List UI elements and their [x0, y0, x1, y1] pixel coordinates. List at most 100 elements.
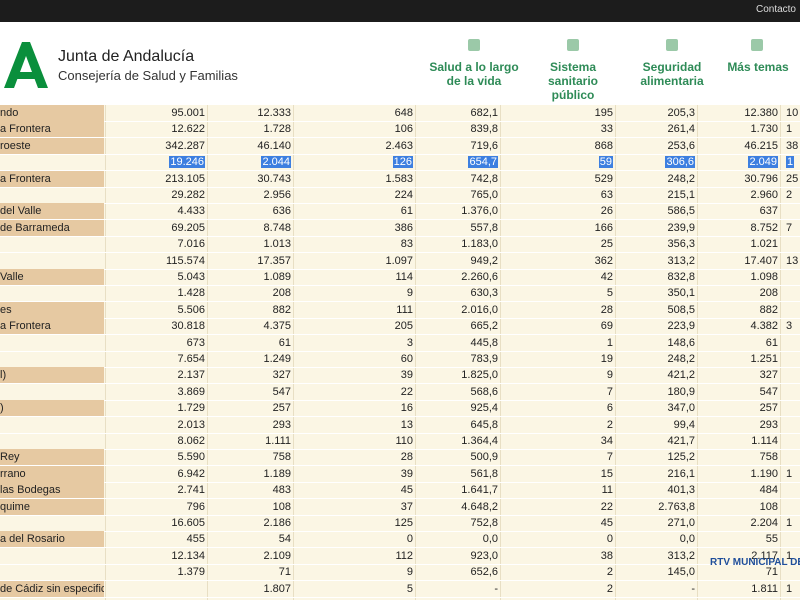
cell-value: 11 [602, 482, 613, 498]
nav-item[interactable]: Más temas [727, 60, 789, 74]
cell-value: 6.942 [177, 466, 205, 482]
cell-value: 1.730 [750, 121, 778, 137]
nav-item[interactable]: Salud a lo largo de la vida [429, 60, 519, 88]
column-separator [415, 105, 416, 600]
data-table: ndo 95.001 12.333 648 682,1 195 205,3 12.380 10 a… [0, 105, 800, 600]
cell-text: 38 [786, 139, 799, 152]
cell-value: 205,3 [667, 105, 695, 121]
cell-text: 45 [400, 484, 413, 497]
cell-text: las Bodegas [0, 484, 61, 497]
cell-value: 17.357 [257, 253, 291, 269]
cell-value: 306,6 [665, 154, 695, 170]
cell-value: 645,8 [470, 417, 498, 433]
cell-text: 205 [394, 320, 413, 333]
cell-value: 223,9 [667, 318, 695, 334]
cell-value: 145,0 [667, 564, 695, 580]
cell-value: 832,8 [667, 269, 695, 285]
row-name: a Frontera [0, 318, 104, 335]
nav-item[interactable]: Sistema sanitario público [547, 60, 598, 102]
cell-text: 12.333 [257, 107, 291, 119]
cell-value: 61 [279, 335, 291, 351]
cell-text: 22 [600, 500, 613, 513]
cell-value: 1.190 [750, 466, 778, 482]
table-row: rrano 6.942 1.189 39 561,8 15 216,1 1.190 1 [0, 465, 800, 483]
cell-value: 568,6 [470, 384, 498, 400]
cell-text: 106 [394, 123, 413, 136]
table-row: a Frontera 30.818 4.375 205 665,2 69 223,9 4.38… [0, 318, 800, 336]
cell-text: 7 [606, 451, 613, 464]
cell-value: 42 [601, 269, 613, 285]
cell-text: 652,6 [470, 566, 498, 579]
cell-text: Valle [0, 271, 24, 283]
column-separator [500, 105, 501, 600]
table-row: es 5.506 882 111 2.016,0 28 508,5 882 [0, 301, 800, 319]
cell-text: 253,6 [667, 139, 695, 152]
cell-text: 923,0 [470, 549, 498, 562]
cell-value: 61 [401, 203, 413, 219]
cell-text: 239,9 [667, 221, 695, 234]
column-separator [615, 105, 616, 600]
table-row: 1.379 71 9 652,6 2 145,0 71 [0, 564, 800, 582]
row-name: a Frontera [0, 121, 104, 138]
cell-value: 1 [607, 335, 613, 351]
cell-value: 30.743 [257, 171, 291, 187]
cell-value: 293 [760, 417, 778, 433]
cell-text: 1.098 [750, 271, 778, 283]
cell-value: 30.796 [744, 171, 778, 187]
cell-value: 882 [760, 302, 778, 318]
cell-text: 111 [396, 303, 413, 316]
cell-text: 350,1 [667, 287, 695, 300]
cell-value: 665,2 [470, 318, 498, 334]
cell-text: 12.622 [171, 123, 205, 136]
cell-text: 362 [594, 254, 613, 267]
cell-text: 126 [392, 156, 413, 169]
cell-text: 37 [400, 500, 413, 513]
cell-value: 248,2 [667, 171, 695, 187]
contact-link[interactable]: Contacto [755, 4, 796, 15]
cell-text: 637 [759, 205, 778, 218]
cell-value: 3 [407, 335, 413, 351]
cell-text: 421,2 [667, 369, 695, 382]
cell-text: 445,8 [470, 336, 498, 349]
cell-value: 239,9 [667, 220, 695, 236]
cell-text: 25 [600, 238, 613, 251]
cell-text: 1.728 [263, 123, 291, 136]
cell-value: 561,8 [470, 466, 498, 482]
cell-text: 5.043 [177, 271, 205, 283]
cell-value: 500,9 [470, 449, 498, 465]
cell-text: 0 [406, 533, 413, 546]
cell-value: 0,0 [483, 531, 498, 547]
cell-text: a Frontera [0, 123, 51, 136]
nav-item[interactable]: Seguridad alimentaria [640, 60, 704, 88]
cell-text: 5 [406, 582, 413, 595]
cell-text: 2.763,8 [658, 500, 695, 513]
cell-text: 54 [278, 533, 291, 546]
cell-text: 1 [786, 582, 793, 595]
cell-text: 99,4 [673, 418, 695, 431]
cell-text: 248,2 [667, 172, 695, 185]
cell-value: 30.818 [171, 318, 205, 334]
cell-text: 547 [759, 385, 778, 398]
cell-value: 125 [395, 515, 413, 531]
cell-text: 19.246 [169, 156, 205, 169]
cell-text: 742,8 [470, 172, 498, 185]
row-name: a Frontera [0, 170, 104, 187]
cell-text: 26 [600, 205, 613, 218]
cell-text: 508,5 [667, 303, 695, 316]
cell-text: 1.189 [263, 467, 291, 480]
cell-value: 839,8 [470, 121, 498, 137]
cell-text: ndo [0, 107, 19, 119]
cell-value: 16 [401, 400, 413, 416]
cell-text: 3 [406, 336, 413, 349]
cell-text: 636 [272, 205, 291, 218]
table-row: Valle 5.043 1.089 114 2.260,6 42 832,8 1.098 [0, 269, 800, 286]
table-row: 12.134 2.109 112 923,0 38 313,2 2.117 1 [0, 548, 800, 565]
site-title: Junta de Andalucía [58, 48, 195, 65]
cell-value: 1.811 [751, 581, 778, 597]
cell-value: 33 [601, 121, 613, 137]
cell-text: 1.097 [385, 254, 413, 267]
cell-text: 2.186 [263, 517, 291, 529]
cell-text: 71 [765, 566, 778, 579]
cell-value: 1 [786, 548, 792, 564]
cell-value: 2.137 [177, 367, 205, 383]
